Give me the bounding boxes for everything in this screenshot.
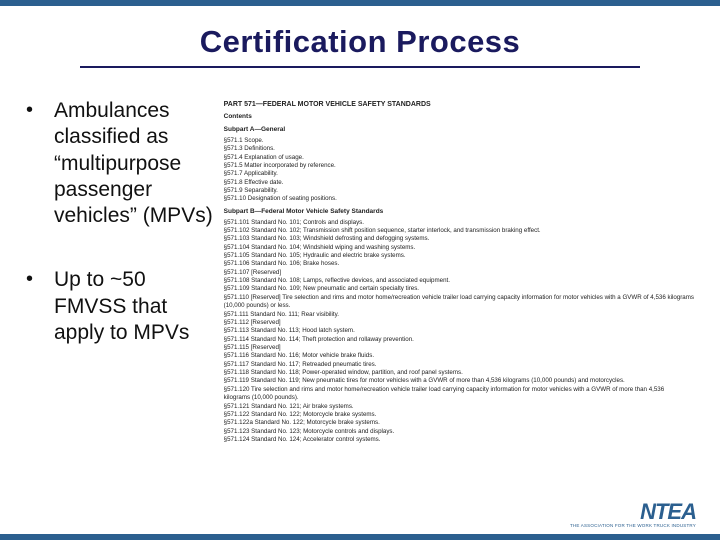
doc-line: §571.122a Standard No. 122; Motorcycle b… bbox=[224, 419, 694, 427]
doc-group-a: §571.1 Scope.§571.3 Definitions.§571.4 E… bbox=[224, 137, 694, 204]
doc-line: §571.112 [Reserved] bbox=[224, 319, 694, 327]
slide-title: Certification Process bbox=[0, 24, 720, 60]
doc-line: §571.123 Standard No. 123; Motorcycle co… bbox=[224, 428, 694, 436]
doc-line: §571.122 Standard No. 122; Motorcycle br… bbox=[224, 411, 694, 419]
doc-line: §571.106 Standard No. 106; Brake hoses. bbox=[224, 260, 694, 268]
doc-line: §571.120 Tire selection and rims and mot… bbox=[224, 386, 694, 394]
bullet-text: Up to ~50 FMVSS that apply to MPVs bbox=[54, 267, 216, 346]
doc-line: §571.4 Explanation of usage. bbox=[224, 154, 694, 162]
bullet-text: Ambulances classified as “multipurpose p… bbox=[54, 98, 216, 229]
doc-line: §571.10 Designation of seating positions… bbox=[224, 195, 694, 203]
doc-line: §571.101 Standard No. 101; Controls and … bbox=[224, 219, 694, 227]
doc-line: (10,000 pounds) or less. bbox=[224, 302, 694, 310]
doc-line: kilograms (10,000 pounds). bbox=[224, 394, 694, 402]
doc-subpart-b: Subpart B—Federal Motor Vehicle Safety S… bbox=[224, 208, 694, 217]
doc-line: §571.8 Effective date. bbox=[224, 179, 694, 187]
bullet-marker: • bbox=[26, 98, 54, 229]
doc-line: §571.7 Applicability. bbox=[224, 170, 694, 178]
doc-line: §571.105 Standard No. 105; Hydraulic and… bbox=[224, 252, 694, 260]
doc-line: §571.108 Standard No. 108; Lamps, reflec… bbox=[224, 277, 694, 285]
doc-line: §571.114 Standard No. 114; Theft protect… bbox=[224, 336, 694, 344]
regulation-document: PART 571—FEDERAL MOTOR VEHICLE SAFETY ST… bbox=[216, 98, 694, 444]
bullet-list: • Ambulances classified as “multipurpose… bbox=[26, 98, 216, 444]
top-bar bbox=[0, 0, 720, 6]
doc-line: §571.9 Separability. bbox=[224, 187, 694, 195]
doc-line: §571.103 Standard No. 103; Windshield de… bbox=[224, 235, 694, 243]
doc-line: §571.5 Matter incorporated by reference. bbox=[224, 162, 694, 170]
doc-line: §571.107 [Reserved] bbox=[224, 269, 694, 277]
bullet-marker: • bbox=[26, 267, 54, 346]
doc-line: §571.119 Standard No. 119; New pneumatic… bbox=[224, 377, 694, 385]
doc-part-heading: PART 571—FEDERAL MOTOR VEHICLE SAFETY ST… bbox=[224, 100, 694, 109]
doc-line: §571.102 Standard No. 102; Transmission … bbox=[224, 227, 694, 235]
doc-line: §571.3 Definitions. bbox=[224, 145, 694, 153]
doc-group-b: §571.101 Standard No. 101; Controls and … bbox=[224, 219, 694, 445]
doc-subpart-a: Subpart A—General bbox=[224, 126, 694, 135]
doc-line: §571.113 Standard No. 113; Hood latch sy… bbox=[224, 327, 694, 335]
doc-line: §571.1 Scope. bbox=[224, 137, 694, 145]
logo-text: NTEA bbox=[570, 503, 696, 522]
title-underline bbox=[80, 66, 640, 68]
doc-line: §571.104 Standard No. 104; Windshield wi… bbox=[224, 244, 694, 252]
doc-line: §571.115 [Reserved] bbox=[224, 344, 694, 352]
doc-line: §571.118 Standard No. 118; Power-operate… bbox=[224, 369, 694, 377]
doc-line: §571.117 Standard No. 117; Retreaded pne… bbox=[224, 361, 694, 369]
bottom-bar bbox=[0, 534, 720, 540]
doc-line: §571.111 Standard No. 111; Rear visibili… bbox=[224, 311, 694, 319]
bullet-item: • Ambulances classified as “multipurpose… bbox=[26, 98, 216, 229]
doc-line: §571.121 Standard No. 121; Air brake sys… bbox=[224, 403, 694, 411]
bullet-item: • Up to ~50 FMVSS that apply to MPVs bbox=[26, 267, 216, 346]
content-area: • Ambulances classified as “multipurpose… bbox=[0, 98, 720, 444]
doc-line: §571.110 [Reserved] Tire selection and r… bbox=[224, 294, 694, 302]
logo-tagline: THE ASSOCIATION FOR THE WORK TRUCK INDUS… bbox=[570, 523, 696, 528]
doc-line: §571.116 Standard No. 116; Motor vehicle… bbox=[224, 352, 694, 360]
logo: NTEA THE ASSOCIATION FOR THE WORK TRUCK … bbox=[570, 503, 696, 528]
doc-line: §571.109 Standard No. 109; New pneumatic… bbox=[224, 285, 694, 293]
doc-contents-label: Contents bbox=[224, 113, 694, 122]
doc-line: §571.124 Standard No. 124; Accelerator c… bbox=[224, 436, 694, 444]
